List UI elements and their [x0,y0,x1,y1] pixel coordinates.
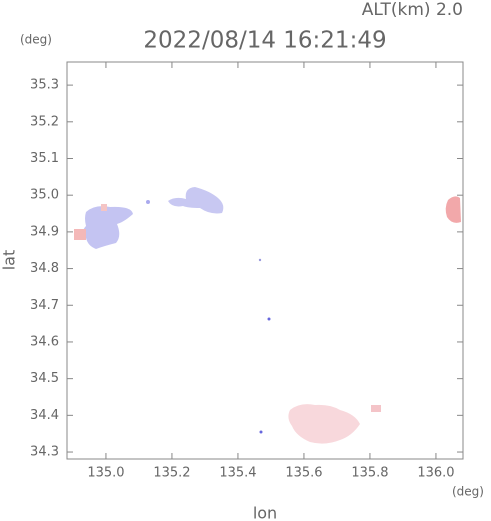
x-tick-label: 135.0 [87,466,124,481]
x-tick-label: 136.0 [417,466,454,481]
y-tick-label: 34.4 [30,408,59,423]
y-axis-label: lat [0,250,19,271]
x-axis-label: lon [253,504,277,521]
y-tick-label: 35.0 [30,188,59,203]
y-tick-label: 34.9 [30,224,59,239]
x-unit: (deg) [452,485,484,499]
echo [445,196,461,223]
x-tick-label: 135.4 [219,466,256,481]
chart-subtitle: ALT(km) 2.0 [362,0,463,20]
echo [83,206,133,249]
echoes [74,187,461,444]
y-tick-label: 34.6 [30,334,59,349]
x-tick-label: 135.2 [153,466,190,481]
echo [288,404,360,444]
echo [258,258,262,262]
y-tick-label: 34.3 [30,445,59,460]
echo [267,317,271,321]
chart-title: 2022/08/14 16:21:49 [143,28,386,54]
x-tick-label: 135.8 [351,466,388,481]
y-tick-label: 34.8 [30,261,59,276]
echo [371,405,381,412]
y-tick-label: 34.7 [30,298,59,313]
y-tick-label: 35.2 [30,114,59,129]
x-tick-label: 135.6 [285,466,322,481]
y-tick-label: 34.5 [30,371,59,386]
echo [259,430,263,434]
plot-frame [66,61,464,460]
echo [146,200,150,204]
y-unit: (deg) [20,33,52,47]
y-tick-label: 35.3 [30,78,59,93]
echo [168,187,224,214]
echo [101,204,107,211]
echo [74,229,86,240]
y-tick-label: 35.1 [30,151,59,166]
